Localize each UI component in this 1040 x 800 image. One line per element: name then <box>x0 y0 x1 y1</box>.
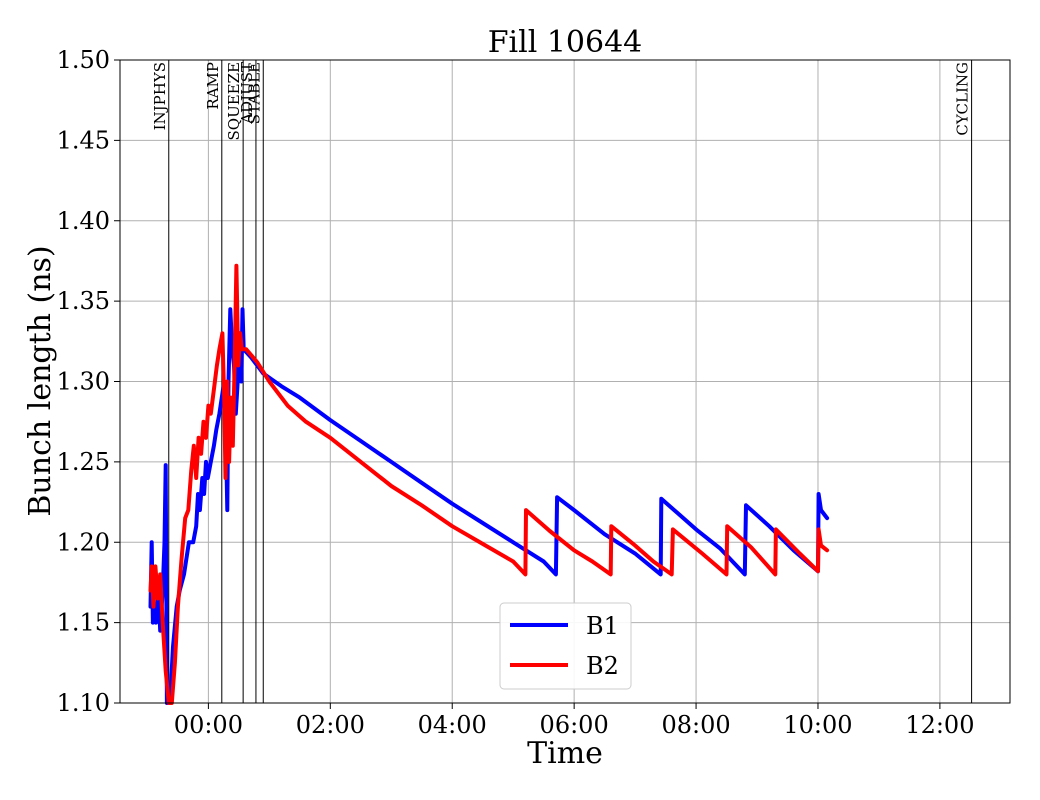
y-tick-label: 1.50 <box>57 46 110 74</box>
legend-label-b1: B1 <box>586 612 619 640</box>
x-tick-label: 00:00 <box>174 711 243 739</box>
x-tick-label: 12:00 <box>905 711 974 739</box>
legend-label-b2: B2 <box>586 652 619 680</box>
y-tick-label: 1.30 <box>57 368 110 396</box>
phase-label-adjust: ADJUST <box>238 62 256 125</box>
y-tick-label: 1.25 <box>57 448 110 476</box>
y-tick-label: 1.40 <box>57 207 110 235</box>
series-lines <box>148 263 830 705</box>
y-tick-label: 1.35 <box>57 287 110 315</box>
x-tick-label: 02:00 <box>296 711 365 739</box>
y-tick-label: 1.45 <box>57 126 110 154</box>
y-axis-label: Bunch length (ns) <box>23 245 58 516</box>
series-line-b1 <box>148 307 830 705</box>
phase-label-squeeze: SQUEEZE <box>225 62 243 141</box>
phase-label-cycling: CYCLING <box>954 62 972 136</box>
axis-ticks: 00:00 02:00 04:00 06:00 08:00 10:00 12:00 1.10 1… <box>57 46 975 739</box>
y-tick-label: 1.20 <box>57 528 110 556</box>
chart-title: Fill 10644 <box>488 25 643 60</box>
x-tick-label: 10:00 <box>783 711 852 739</box>
x-axis-label: Time <box>527 736 603 771</box>
x-tick-label: 06:00 <box>540 711 609 739</box>
y-tick-label: 1.15 <box>57 609 110 637</box>
series-line-b2 <box>148 263 830 705</box>
y-tick-label: 1.10 <box>57 689 110 717</box>
phase-label-ramp: RAMP <box>204 62 222 110</box>
x-tick-label: 08:00 <box>661 711 730 739</box>
phase-label-injphys: INJPHYS <box>151 62 169 130</box>
phase-label-stable: STABLE <box>245 62 263 124</box>
x-tick-label: 04:00 <box>418 711 487 739</box>
